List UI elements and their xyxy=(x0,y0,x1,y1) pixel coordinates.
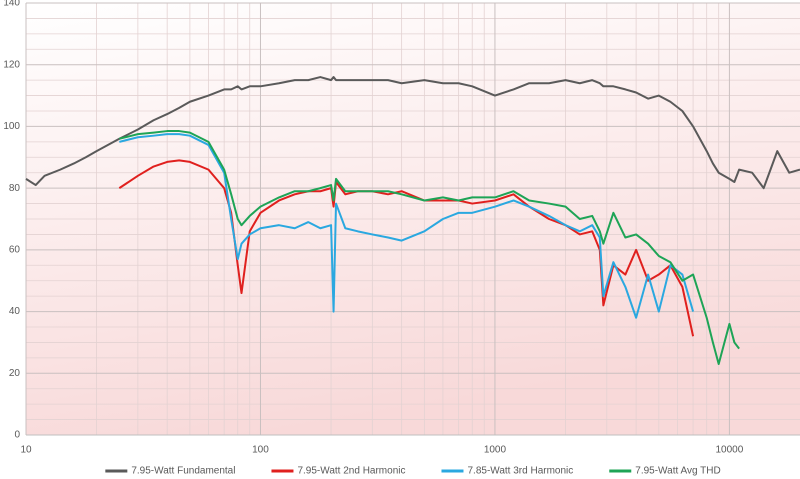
y-tick-label: 20 xyxy=(9,368,21,379)
y-tick-label: 140 xyxy=(3,0,20,9)
y-tick-label: 120 xyxy=(3,59,20,70)
legend-label: 7.85-Watt 3rd Harmonic xyxy=(467,466,573,477)
x-tick-label: 10000 xyxy=(716,445,744,456)
x-tick-label: 1000 xyxy=(484,445,507,456)
y-tick-label: 0 xyxy=(14,430,20,441)
series-line xyxy=(119,130,740,366)
legend-label: 7.95-Watt Fundamental xyxy=(131,466,235,477)
x-tick-label: 100 xyxy=(252,445,269,456)
y-tick-label: 40 xyxy=(9,306,21,317)
y-tick-label: 100 xyxy=(3,121,20,132)
y-tick-label: 60 xyxy=(9,244,21,255)
series-line xyxy=(25,76,800,190)
legend-label: 7.95-Watt 2nd Harmonic xyxy=(297,466,405,477)
y-tick-label: 80 xyxy=(9,183,21,194)
series-line xyxy=(119,133,695,319)
x-tick-label: 10 xyxy=(20,445,32,456)
legend-label: 7.95-Watt Avg THD xyxy=(635,466,720,477)
